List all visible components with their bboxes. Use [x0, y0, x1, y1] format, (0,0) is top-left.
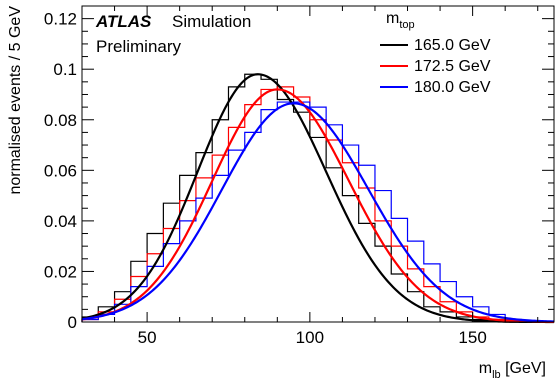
plot-frame — [81, 5, 555, 323]
y-axis-title: normalised events / 5 GeV — [7, 6, 24, 195]
legend-label-2: 180.0 GeV — [414, 79, 491, 96]
tick-labels: 50 100 150 0 0.02 0.04 0.06 0.08 0.1 0.12 — [44, 10, 487, 347]
legend-title-main: m — [386, 10, 399, 27]
legend-title: mtop — [386, 10, 415, 31]
x-tick-label: 50 — [138, 328, 157, 347]
fit-curve-0 — [81, 73, 554, 324]
fit-curve-2 — [81, 102, 555, 323]
y-tick-label: 0.1 — [53, 60, 77, 79]
y-tick-label: 0.02 — [44, 262, 77, 281]
y-tick-label: 0.08 — [44, 111, 77, 130]
legend-entries: 165.0 GeV 172.5 GeV 180.0 GeV — [380, 37, 491, 96]
x-tick-label: 150 — [458, 328, 486, 347]
legend-label-1: 172.5 GeV — [414, 58, 491, 75]
fit-curve-layer — [81, 73, 555, 324]
y-tick-label: 0.06 — [44, 161, 77, 180]
x-axis-title-unit: [GeV] — [501, 360, 546, 377]
y-tick-label: 0.12 — [44, 10, 77, 29]
legend-label-0: 165.0 GeV — [414, 37, 491, 54]
axis-ticks — [81, 5, 554, 323]
y-tick-label: 0.04 — [44, 212, 77, 231]
status-label-2: Preliminary — [96, 37, 182, 56]
x-axis-title-sub: lb — [492, 369, 501, 381]
fit-curve-1 — [81, 88, 555, 323]
x-tick-label: 100 — [296, 328, 324, 347]
legend-title-sub: top — [399, 19, 414, 31]
y-tick-label: 0 — [68, 313, 77, 332]
x-axis-title: mlb [GeV] — [479, 360, 546, 381]
x-axis-title-main: m — [479, 360, 492, 377]
histogram-1 — [81, 86, 554, 323]
legend: mtop 165.0 GeV 172.5 GeV 180.0 GeV — [380, 10, 491, 96]
experiment-label: ATLAS — [95, 12, 152, 31]
status-label: Simulation — [172, 12, 251, 31]
